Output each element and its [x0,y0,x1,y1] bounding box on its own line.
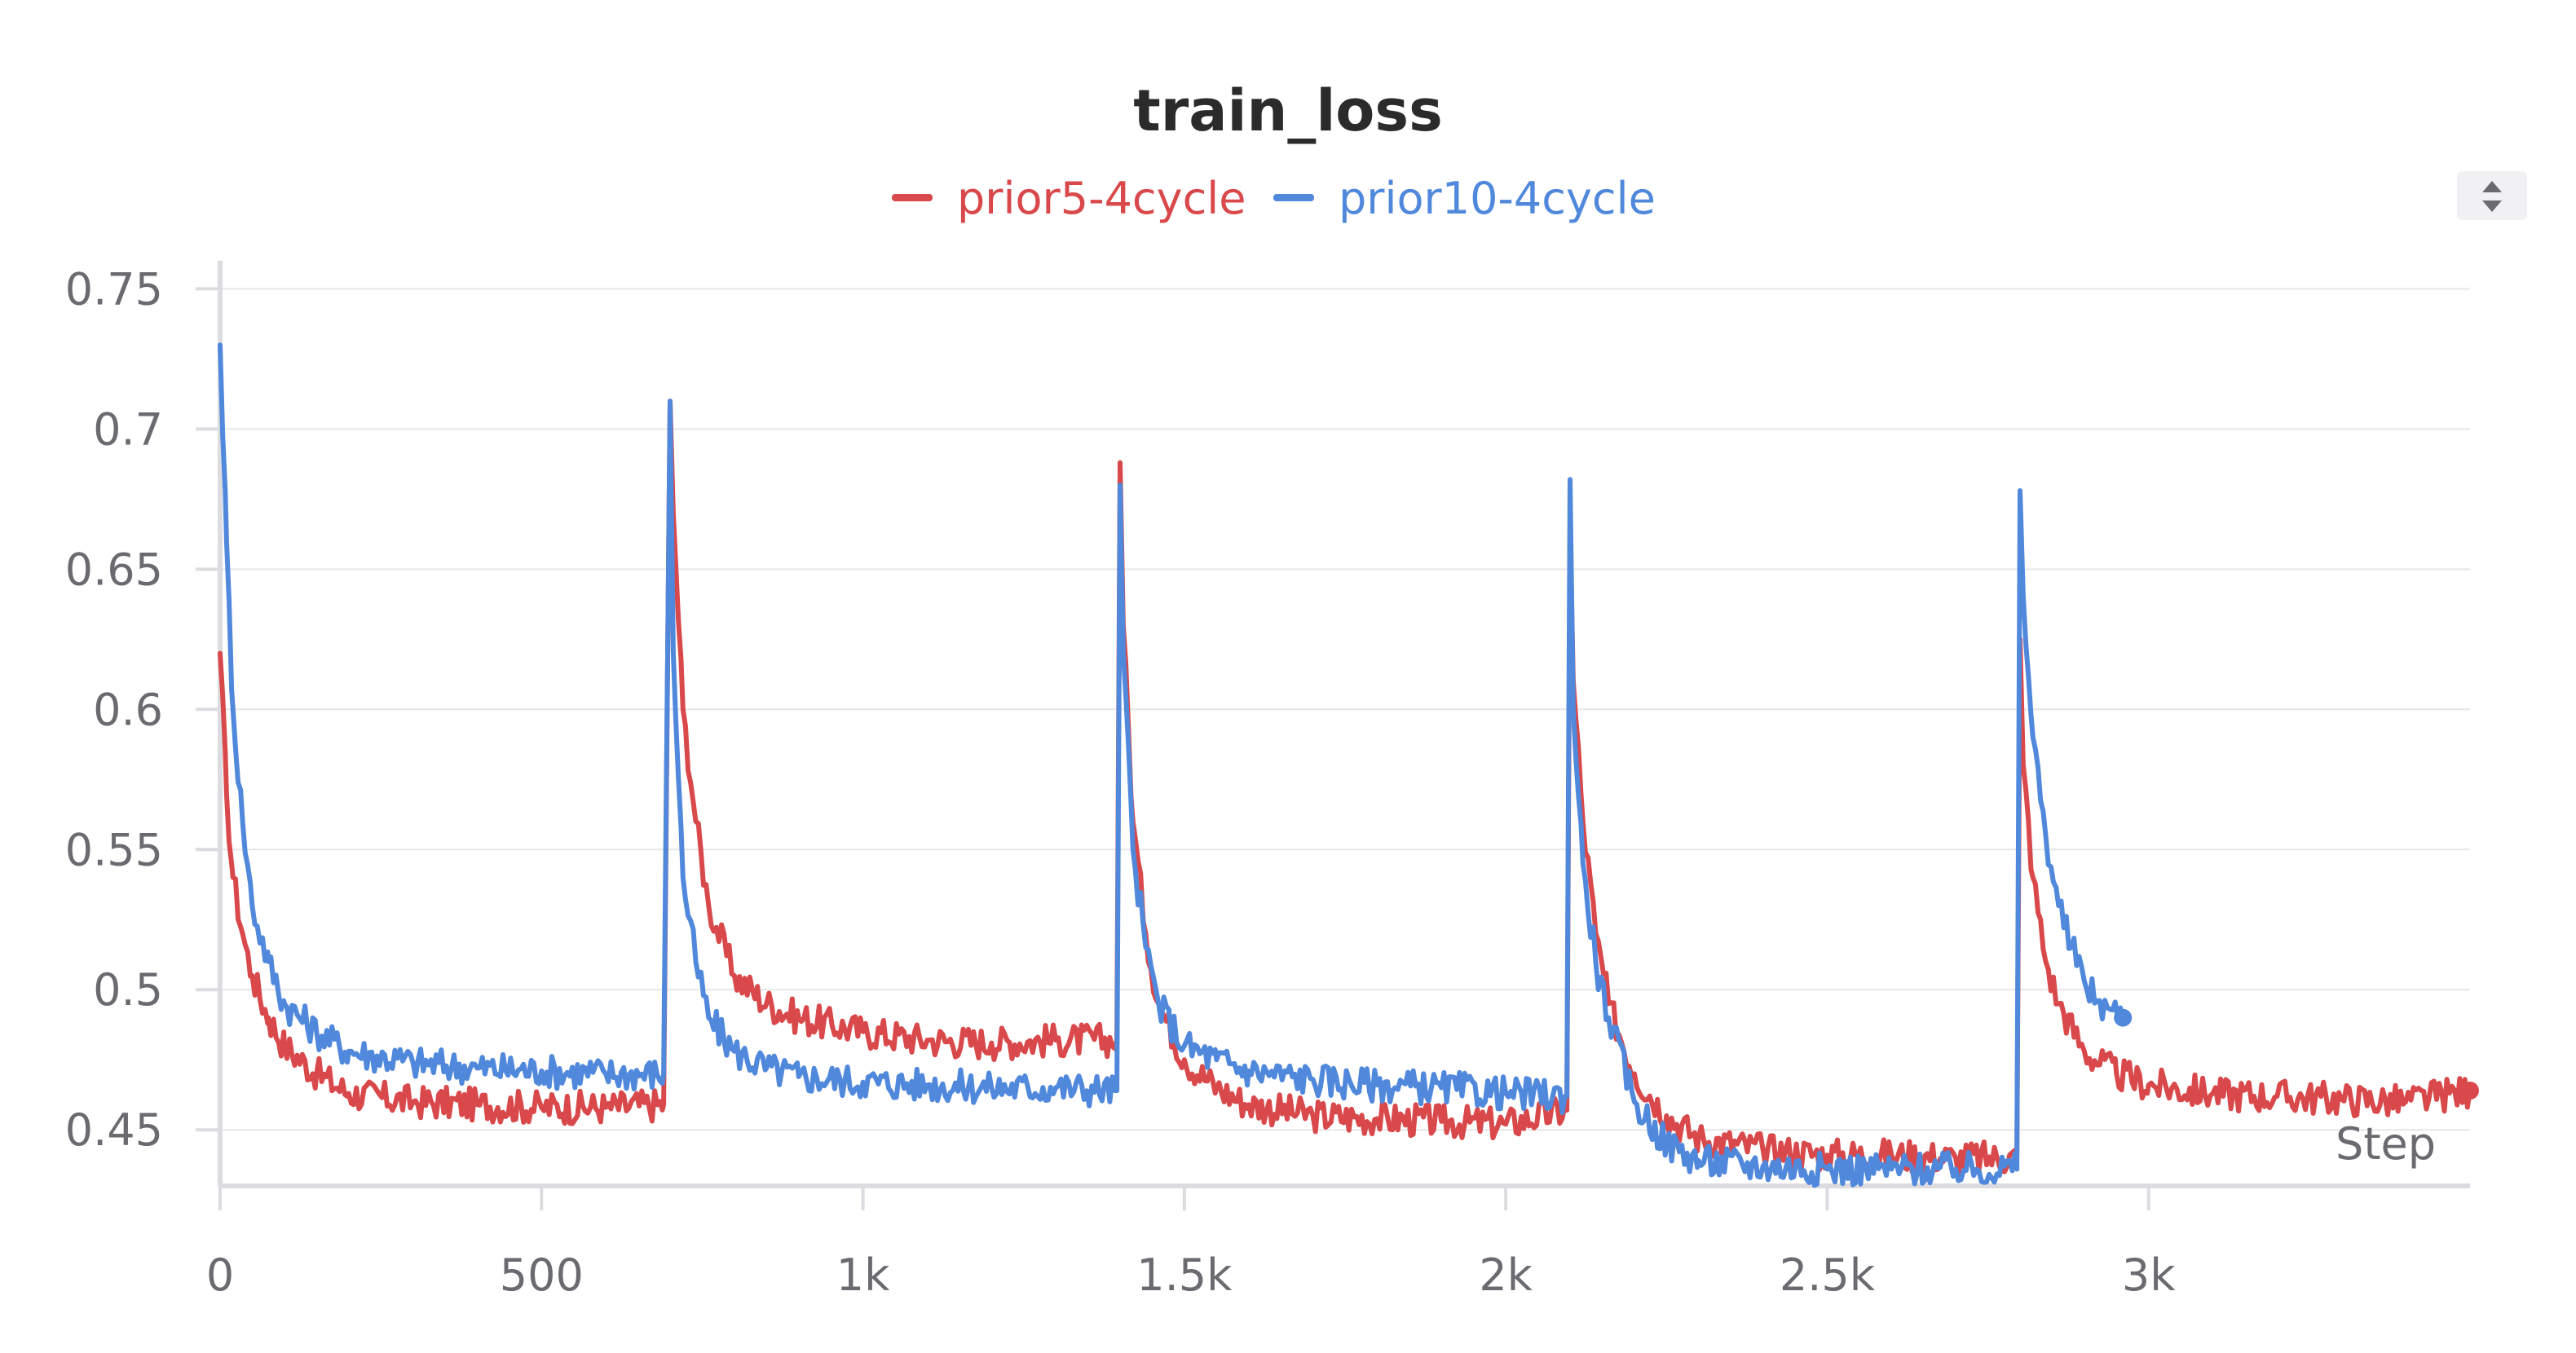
chart-legend: prior5-4cycle prior10-4cycle [892,173,1656,224]
y-tick-label: 0.55 [65,824,163,875]
legend-label: prior10-4cycle [1339,173,1656,224]
sort-up-down-icon [2482,181,2502,212]
series-end-point [2461,1082,2479,1100]
x-tick-label: 2.5k [1780,1249,1876,1301]
x-tick-label: 3k [2122,1249,2176,1301]
y-tick-label: 0.65 [65,544,163,595]
tick-labels: 0.45 0.5 0.55 0.6 0.65 0.7 0.75 0 500 1k 1.5k 2k 2.5… [65,263,2176,1301]
y-tick-label: 0.75 [65,263,163,315]
series-lines [218,342,2479,1188]
series-end-point [2114,1008,2133,1027]
series-line-prior5-4cycle [218,399,2472,1176]
series-line-prior10-4cycle [218,342,2126,1188]
sort-control[interactable] [2457,171,2527,220]
legend-label: prior5-4cycle [957,173,1246,224]
legend-swatch [1273,194,1314,201]
x-tick-label: 1k [836,1249,890,1301]
x-tick-label: 0 [206,1249,234,1301]
y-tick-label: 0.7 [93,403,163,455]
chart-title: train_loss [1133,77,1442,144]
grid-lines [220,288,2470,1131]
y-tick-label: 0.5 [93,964,163,1016]
x-axis-label: Step [2336,1118,2436,1170]
y-tick-label: 0.6 [93,684,163,735]
legend-item[interactable]: prior10-4cycle [1273,173,1656,224]
y-tick-label: 0.45 [65,1104,163,1156]
x-tick-label: 1.5k [1136,1249,1233,1301]
x-tick-label: 500 [500,1249,584,1301]
x-tick-label: 2k [1479,1249,1533,1301]
legend-swatch [892,194,933,201]
legend-item[interactable]: prior5-4cycle [892,173,1246,224]
sort-button[interactable] [2457,171,2527,220]
